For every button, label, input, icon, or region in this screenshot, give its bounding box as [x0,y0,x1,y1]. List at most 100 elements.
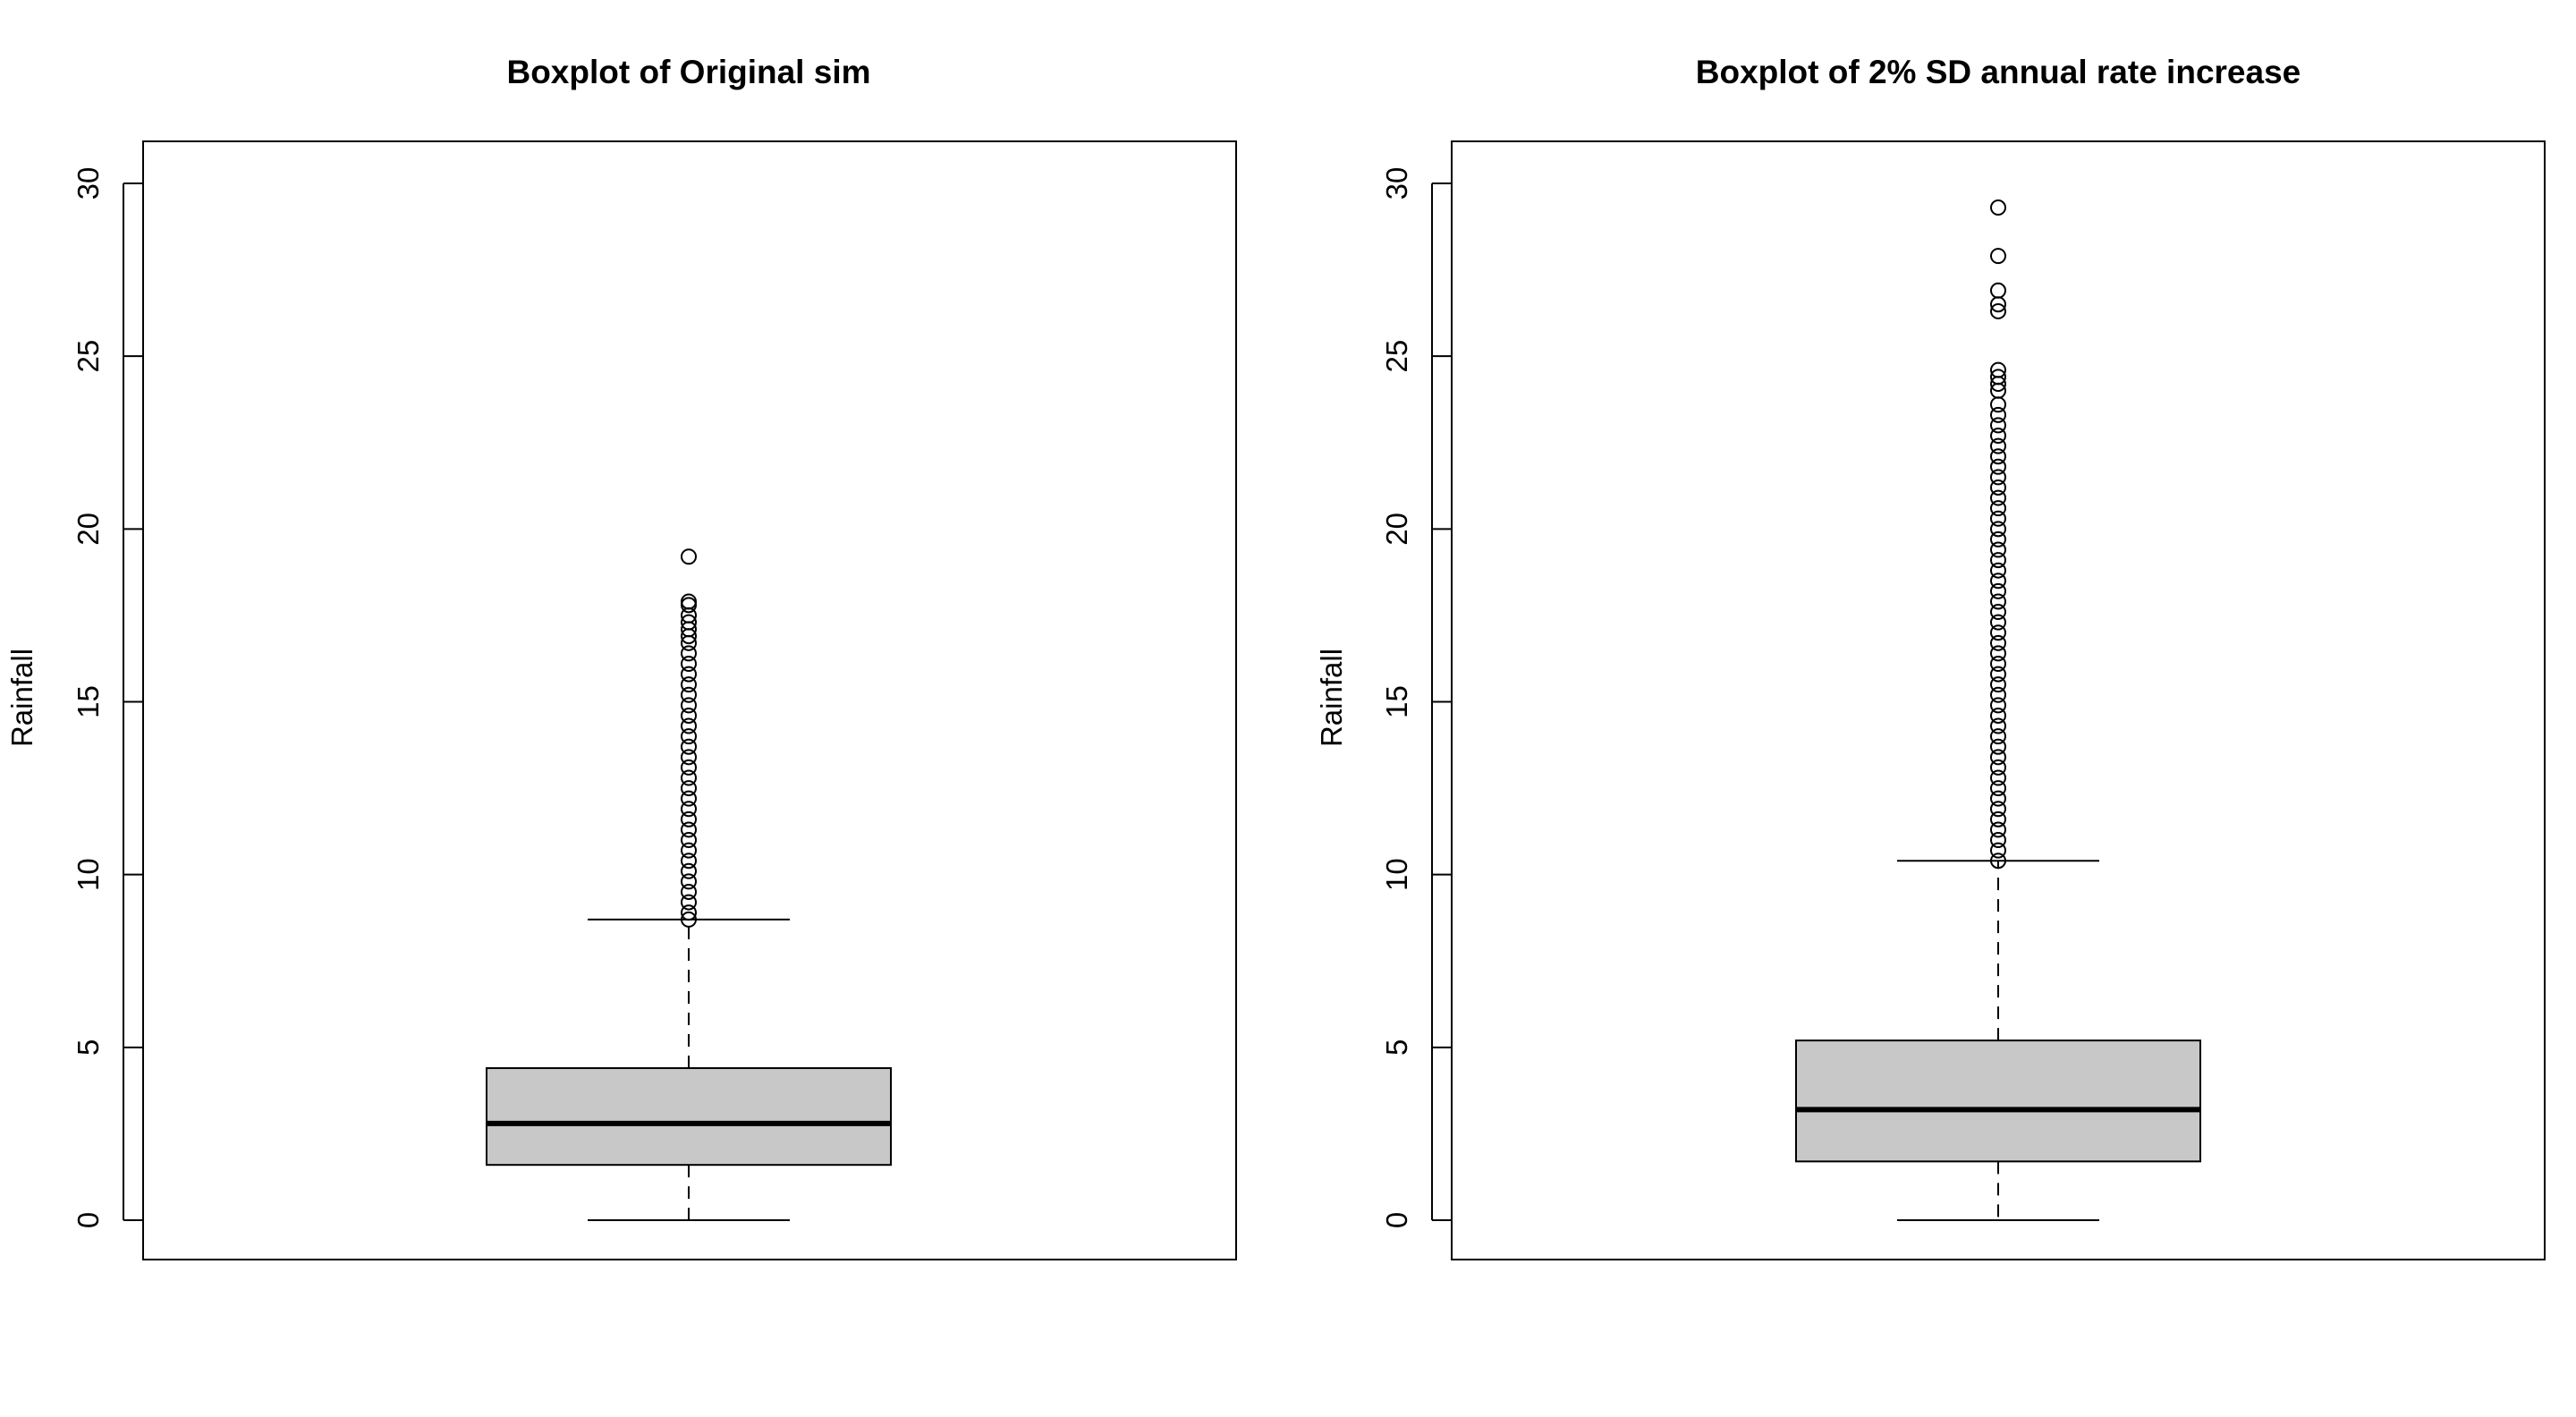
outlier-point [681,780,697,797]
y-axis-label: Rainfall [5,649,38,747]
iqr-box [1795,1039,2201,1163]
outlier-point [681,717,697,734]
outlier-point [1990,552,2006,569]
outlier-point [1990,428,2006,445]
outlier-point [1990,738,2006,755]
outlier-point [681,759,697,776]
outlier-point [1990,832,2006,849]
outlier-point [1990,417,2006,434]
outlier-point [681,904,697,921]
outlier-point [681,749,697,766]
outlier-point [1990,489,2006,506]
outlier-point [681,666,697,683]
outlier-point [681,873,697,890]
outlier-point [1990,469,2006,486]
outlier-point [1990,582,2006,599]
outlier-point [1990,562,2006,579]
outlier-point [1990,361,2006,378]
outlier-point [681,697,697,714]
outlier-point [1990,821,2006,838]
outlier-point [1990,749,2006,766]
y-tick-label: 25 [1380,340,1413,373]
outlier-point [1990,666,2006,683]
plot-frame [1451,140,2546,1260]
y-tick-label: 5 [72,1039,105,1056]
outlier-point [681,790,697,807]
y-tick-label: 5 [1380,1039,1413,1056]
y-tick-label: 0 [72,1212,105,1228]
panel-2pct-sd-increase: Boxplot of 2% SD annual rate increase Ra… [1315,54,2546,1260]
outlier-point [1990,593,2006,610]
outlier-point [681,645,697,662]
outlier-point [1990,199,2006,216]
outlier-point [1990,656,2006,673]
panel-original-sim: Boxplot of Original sim Rainfall 0 5 10 15 2… [5,54,1237,1260]
y-tick-label: 15 [1380,685,1413,718]
outlier-point [1990,282,2006,299]
y-tick-label: 25 [72,340,105,373]
outlier-point [1990,541,2006,558]
outlier-point [1990,769,2006,786]
outlier-point [681,821,697,838]
outlier-point [1990,458,2006,475]
outlier-point [681,832,697,849]
outlier-point [681,810,697,827]
outlier-point [1990,604,2006,621]
outlier-point [681,738,697,755]
outlier-point [681,593,697,610]
outlier-point [1990,479,2006,496]
outlier-point [681,894,697,911]
y-tick-label: 10 [72,858,105,891]
outlier-point [1990,248,2006,265]
outlier-point [1990,790,2006,807]
outlier-point [1990,676,2006,693]
outlier-point [1990,369,2006,386]
outlier-point [681,862,697,879]
outlier-point [1990,853,2006,870]
outlier-point [681,686,697,703]
outlier-point [1990,510,2006,527]
boxplot-marks [1795,199,2201,1221]
outlier-point [681,853,697,870]
outlier-point [1990,521,2006,538]
y-tick-label: 20 [1380,513,1413,546]
outlier-point [1990,406,2006,423]
outlier-point [1990,728,2006,745]
outlier-point [681,769,697,786]
outlier-point [1990,697,2006,714]
outlier-point [1990,717,2006,734]
y-tick-label: 30 [1380,167,1413,200]
outlier-point [681,842,697,859]
outlier-point [1990,842,2006,859]
outlier-point [1990,707,2006,724]
y-axis-label: Rainfall [1315,649,1348,747]
boxplot-marks [486,548,892,1221]
outlier-point [681,548,697,565]
outlier-point [1990,437,2006,454]
y-tick-label: 20 [72,513,105,546]
outlier-point [1990,780,2006,797]
outlier-point [681,883,697,900]
outlier-point [1990,500,2006,517]
outlier-point [681,614,697,631]
outlier-point [681,707,697,724]
y-axis: 0 5 10 15 20 25 30 [72,167,143,1228]
y-tick-label: 0 [1380,1212,1413,1228]
outlier-point [1990,686,2006,703]
outlier-point [1990,810,2006,827]
outlier-point [1990,573,2006,590]
outlier-point [681,728,697,745]
outlier-point [681,801,697,818]
panel-title: Boxplot of 2% SD annual rate increase [1696,54,2301,90]
y-axis: 0 5 10 15 20 25 30 [1380,167,1452,1228]
outlier-point [1990,614,2006,631]
plot-frame [142,140,1237,1260]
outlier-point [1990,302,2006,319]
outlier-point [1990,634,2006,651]
outlier-point [681,656,697,673]
outlier-point [1990,801,2006,818]
outlier-point [1990,448,2006,465]
y-tick-label: 15 [72,685,105,718]
